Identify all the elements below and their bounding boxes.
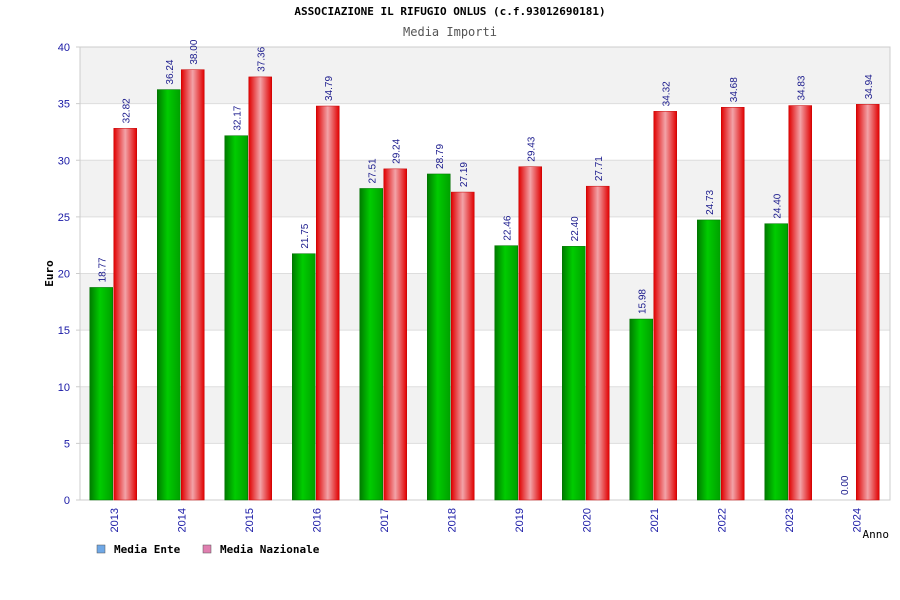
- x-tick-label: 2020: [581, 508, 593, 532]
- bar-media-nazionale: [113, 128, 137, 501]
- bar-media-nazionale: [856, 104, 880, 501]
- data-label: 34.32: [661, 81, 672, 106]
- x-tick-label: 2018: [446, 508, 458, 532]
- chart-subtitle: Media Importi: [403, 25, 497, 39]
- data-label: 18.77: [97, 257, 108, 282]
- x-tick-label: 2014: [176, 508, 188, 532]
- x-tick-label: 2022: [716, 508, 728, 532]
- y-tick-label: 20: [58, 269, 70, 281]
- bar-media-nazionale: [383, 168, 407, 501]
- data-label: 15.98: [637, 289, 648, 314]
- data-label: 24.73: [705, 189, 716, 214]
- legend-label: Media Nazionale: [220, 543, 320, 556]
- data-label: 21.75: [300, 223, 311, 248]
- x-tick-label: 2016: [311, 508, 323, 532]
- data-label: 28.79: [435, 143, 446, 168]
- bar-media-nazionale: [451, 191, 475, 501]
- data-label: 32.82: [121, 98, 132, 123]
- data-label: 0.00: [840, 475, 851, 495]
- bar-media-ente: [697, 219, 721, 501]
- bar-media-ente: [292, 253, 316, 501]
- data-label: 34.94: [864, 74, 875, 99]
- y-tick-label: 15: [58, 325, 70, 337]
- bar-media-nazionale: [653, 111, 677, 501]
- y-tick-label: 30: [58, 155, 70, 167]
- data-label: 34.83: [796, 75, 807, 100]
- legend-label: Media Ente: [114, 543, 181, 556]
- bar-media-ente: [764, 223, 788, 501]
- bar-media-nazionale: [721, 106, 745, 501]
- data-label: 29.24: [391, 138, 402, 163]
- y-tick-label: 0: [64, 495, 70, 507]
- bar-media-ente: [89, 287, 113, 501]
- data-label: 27.51: [367, 158, 378, 183]
- plot-band: [80, 386, 890, 444]
- data-label: 37.36: [256, 46, 267, 71]
- data-label: 34.79: [324, 76, 335, 101]
- x-tick-label: 2013: [109, 508, 121, 532]
- y-axis-label: Euro: [43, 260, 56, 287]
- y-tick-label: 40: [58, 42, 70, 54]
- data-label: 22.46: [502, 215, 513, 240]
- bar-media-nazionale: [518, 166, 542, 501]
- bar-media-ente: [359, 188, 383, 501]
- bar-media-nazionale: [248, 76, 272, 501]
- data-label: 22.40: [570, 216, 581, 241]
- bar-media-nazionale: [316, 105, 340, 501]
- data-label: 38.00: [189, 39, 200, 64]
- data-label: 29.43: [526, 136, 537, 161]
- bar-media-ente: [224, 135, 248, 501]
- bar-media-nazionale: [181, 69, 205, 501]
- x-tick-label: 2021: [649, 508, 661, 532]
- data-label: 36.24: [165, 59, 176, 84]
- x-tick-label: 2015: [244, 508, 256, 532]
- y-tick-label: 35: [58, 99, 70, 111]
- x-tick-label: 2019: [514, 508, 526, 532]
- legend-swatch: [96, 544, 106, 554]
- x-tick-label: 2017: [379, 508, 391, 532]
- bar-media-ente: [427, 173, 451, 501]
- chart-title: ASSOCIAZIONE IL RIFUGIO ONLUS (c.f.93012…: [294, 5, 606, 18]
- bar-media-ente: [494, 245, 518, 501]
- y-tick-label: 25: [58, 212, 70, 224]
- plot-band: [80, 273, 890, 331]
- plot-band: [80, 47, 890, 104]
- x-tick-label: 2024: [851, 508, 863, 532]
- data-label: 27.71: [594, 156, 605, 181]
- y-tick-label: 10: [58, 382, 70, 394]
- bar-media-nazionale: [788, 105, 812, 501]
- data-label: 32.17: [232, 105, 243, 130]
- data-label: 24.40: [772, 193, 783, 218]
- bar-media-nazionale: [586, 185, 610, 501]
- data-label: 34.68: [729, 77, 740, 102]
- legend-swatch: [202, 544, 212, 554]
- bar-media-ente: [562, 246, 586, 501]
- bar-media-ente: [157, 89, 181, 501]
- y-tick-label: 5: [64, 438, 70, 450]
- bar-media-ente: [629, 318, 653, 501]
- plot-band: [80, 160, 890, 217]
- x-axis-label: Anno: [863, 528, 890, 541]
- x-tick-label: 2023: [784, 508, 796, 532]
- data-label: 27.19: [459, 162, 470, 187]
